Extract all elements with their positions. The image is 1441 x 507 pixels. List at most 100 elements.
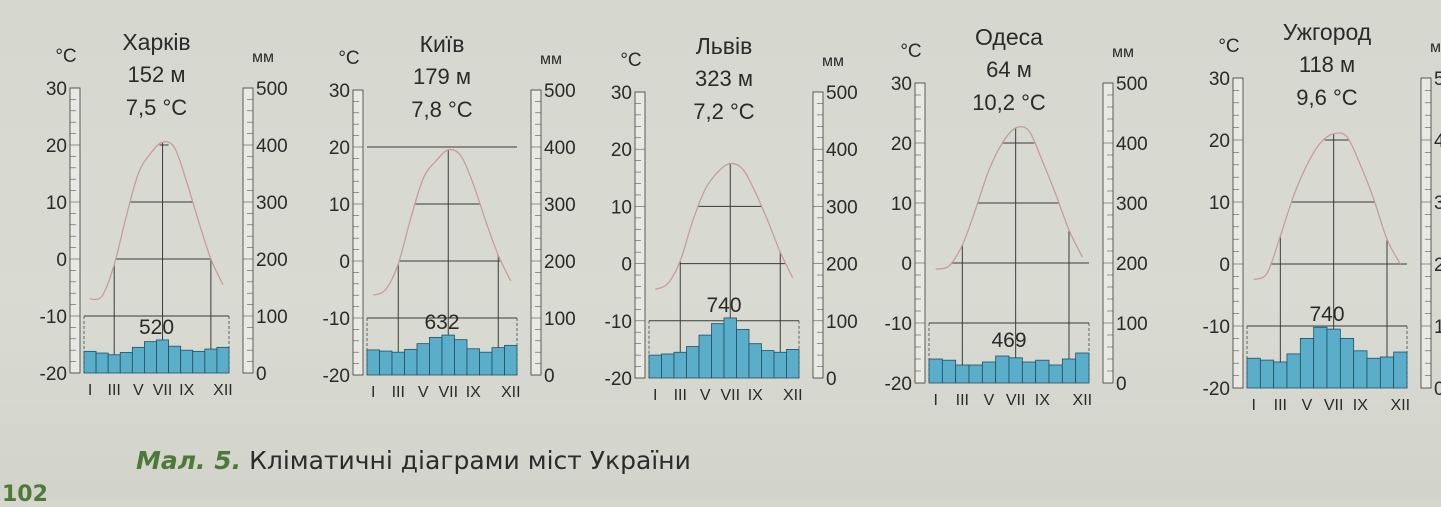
month-label: V	[1302, 397, 1313, 414]
precipitation-tick-label: 400	[1434, 131, 1441, 152]
precipitation-tick-label: 200	[1434, 255, 1441, 276]
temperature-unit: °C	[55, 46, 76, 67]
precipitation-unit: мм	[540, 51, 562, 68]
precipitation-tick-label: 300	[544, 195, 576, 216]
temperature-tick-label: 0	[621, 255, 632, 276]
precipitation-tick-label: 300	[1116, 194, 1148, 215]
precipitation-tick-label: 500	[1434, 69, 1441, 90]
precipitation-ruler	[242, 87, 254, 374]
precipitation-tick-label: 100	[256, 307, 288, 328]
month-label: III	[392, 384, 405, 401]
month-label: IX	[1353, 397, 1368, 414]
precipitation-tick-label: 0	[826, 369, 837, 390]
month-label: I	[371, 384, 375, 401]
precipitation-bar	[1379, 356, 1395, 389]
temperature-tick-label: 10	[1209, 193, 1230, 214]
annual-precipitation-label: 740	[1309, 303, 1344, 326]
precipitation-bar	[479, 351, 493, 376]
precipitation-bar	[204, 348, 218, 374]
temperature-unit: °C	[900, 41, 921, 62]
precipitation-bar	[955, 364, 970, 384]
precipitation-bar	[1273, 361, 1288, 389]
precipitation-bar	[95, 352, 109, 374]
temperature-tick-label: 30	[611, 83, 632, 104]
annual-precipitation-label: 740	[706, 294, 741, 317]
precipitation-bar	[723, 317, 737, 379]
precipitation-bar	[698, 334, 712, 379]
elevation-label: 152 м	[128, 62, 186, 87]
temperature-ruler	[1232, 77, 1244, 389]
precipitation-bar	[786, 348, 800, 379]
month-label: VII	[438, 384, 458, 401]
elevation-label: 179 м	[413, 64, 471, 89]
page-number: 102	[2, 482, 48, 507]
month-label: III	[1274, 397, 1287, 414]
month-label: XII	[1391, 397, 1411, 414]
month-label: III	[674, 387, 687, 404]
month-label: III	[108, 382, 121, 399]
precipitation-ruler	[530, 89, 542, 376]
temperature-curve	[654, 162, 794, 290]
precipitation-bar	[648, 354, 662, 379]
precipitation-ruler	[1420, 77, 1432, 389]
temperature-ruler	[352, 89, 364, 376]
month-label: XII	[501, 384, 521, 401]
precipitation-bar	[416, 343, 430, 376]
elevation-label: 323 м	[695, 66, 753, 91]
precipitation-bar	[968, 364, 983, 384]
city-name: Львів	[696, 33, 753, 59]
precipitation-bar	[673, 351, 687, 379]
precipitation-bar	[1393, 351, 1408, 389]
precipitation-tick-label: 200	[544, 252, 576, 273]
precipitation-tick-label: 300	[826, 197, 858, 218]
month-label: I	[653, 387, 657, 404]
precipitation-tick-label: 400	[544, 138, 576, 159]
temperature-tick-label: -20	[323, 366, 350, 387]
month-label: I	[933, 392, 937, 409]
city-name: Ужгород	[1283, 19, 1372, 45]
precipitation-tick-label: 200	[1116, 254, 1148, 275]
precipitation-tick-label: 200	[256, 250, 288, 271]
precipitation-bar	[1353, 350, 1368, 389]
precipitation-bar	[941, 359, 957, 384]
annual-precipitation-label: 632	[424, 311, 459, 334]
precipitation-bar	[466, 348, 480, 376]
precipitation-bar	[736, 328, 750, 379]
month-label: XII	[1073, 392, 1093, 409]
mean-temperature-label: 7,5 °C	[126, 95, 187, 120]
precipitation-tick-label: 300	[256, 193, 288, 214]
caption-text: Кліматичні діаграми міст України	[241, 446, 691, 475]
precipitation-bar	[119, 352, 133, 374]
precipitation-bar	[1008, 357, 1023, 384]
precipitation-bar	[491, 347, 505, 376]
precipitation-unit: мм	[1430, 39, 1441, 56]
precipitation-tick-label: 400	[1116, 134, 1148, 155]
temperature-unit: °C	[1218, 36, 1239, 57]
precipitation-bar	[1326, 328, 1341, 389]
precipitation-tick-label: 500	[544, 81, 576, 102]
month-label: V	[133, 382, 144, 399]
precipitation-tick-label: 300	[1434, 193, 1441, 214]
precipitation-bar	[981, 361, 997, 384]
precipitation-bar	[761, 350, 775, 379]
mean-temperature-label: 7,8 °C	[411, 97, 472, 122]
precipitation-bar	[379, 350, 393, 376]
elevation-label: 64 м	[986, 57, 1032, 82]
temperature-tick-label: 20	[46, 136, 67, 157]
city-name: Одеса	[975, 24, 1043, 50]
month-label: I	[1251, 397, 1255, 414]
mean-temperature-label: 9,6 °C	[1296, 85, 1357, 110]
precipitation-bar	[995, 355, 1010, 384]
precipitation-bar	[773, 351, 787, 379]
temperature-tick-label: 30	[46, 79, 67, 100]
temperature-tick-label: 30	[1209, 69, 1230, 90]
month-label: IX	[179, 382, 194, 399]
mean-temperature-label: 7,2 °C	[693, 99, 754, 124]
temperature-ruler	[914, 82, 926, 384]
precipitation-tick-label: 500	[1116, 74, 1148, 95]
precipitation-bar	[1075, 352, 1090, 384]
month-label: XII	[783, 387, 803, 404]
temperature-tick-label: 20	[891, 134, 912, 155]
temperature-curve	[89, 141, 224, 301]
